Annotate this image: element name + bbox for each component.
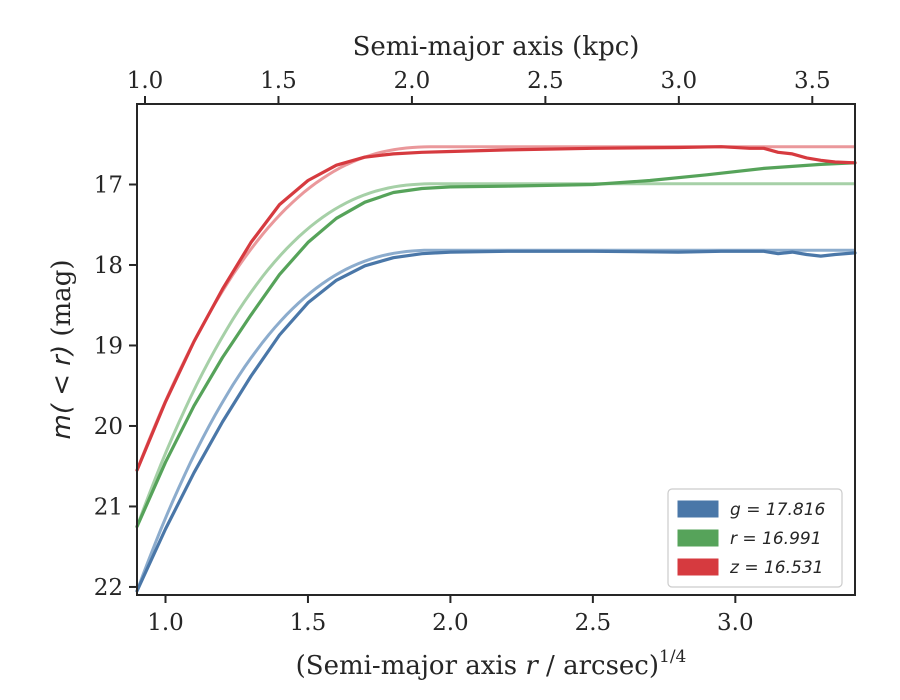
bottom-axis-title: (Semi-major axis r / arcsec)1/4 (296, 647, 687, 681)
x-tick-label-top: 2.5 (527, 68, 564, 94)
bottom-axis-title-post: / arcsec) (538, 651, 659, 681)
x-tick-label-bottom: 1.5 (290, 610, 327, 636)
y-tick-label: 21 (94, 494, 123, 520)
x-tick-label-top: 3.0 (661, 68, 698, 94)
y-tick-label: 20 (94, 414, 123, 440)
x-tick-label-bottom: 3.0 (717, 610, 754, 636)
y-tick-label: 19 (94, 333, 123, 359)
y-axis-title: m( < r) (mag) (47, 260, 77, 440)
bottom-axis-title-var: r (525, 651, 539, 681)
x-tick-label-top: 2.0 (394, 68, 431, 94)
legend-label: r = 16.991 (730, 529, 822, 549)
y-tick-label: 17 (94, 172, 123, 198)
data-series-line-0 (135, 249, 857, 593)
data-series-line-2 (135, 145, 857, 472)
x-tick-label-top: 1.5 (260, 68, 297, 94)
axis-ticks: 1.0 1.5 2.0 2.5 3.0 1.0 1.5 2.0 2.5 3.0 3.5 17 18 19 2… (94, 68, 831, 636)
legend-swatch (677, 500, 719, 518)
top-axis-title: Semi-major axis (kpc) (353, 32, 640, 62)
bottom-axis-title-pre: (Semi-major axis (296, 651, 526, 681)
bottom-axis-title-sup: 1/4 (659, 647, 686, 667)
plot-frame (136, 103, 856, 596)
plot-area (135, 145, 857, 593)
y-axis-title-math: m( < r) (47, 345, 77, 440)
legend-swatch (677, 558, 719, 576)
y-tick-label: 22 (94, 575, 123, 601)
x-tick-label-bottom: 1.0 (147, 610, 184, 636)
y-axis-title-unit: (mag) (47, 260, 77, 345)
legend: g = 17.816 r = 16.991 z = 16.531 (667, 488, 843, 588)
x-tick-label-top: 1.0 (127, 68, 164, 94)
x-tick-label-bottom: 2.5 (575, 610, 612, 636)
x-tick-label-bottom: 2.0 (432, 610, 469, 636)
legend-label: z = 16.531 (729, 558, 823, 578)
x-tick-label-top: 3.5 (794, 68, 831, 94)
y-tick-label: 18 (94, 253, 123, 279)
model-curve-1 (135, 182, 855, 528)
legend-label: g = 17.816 (730, 500, 826, 520)
data-series-line-1 (135, 161, 857, 529)
legend-swatch (677, 529, 719, 547)
